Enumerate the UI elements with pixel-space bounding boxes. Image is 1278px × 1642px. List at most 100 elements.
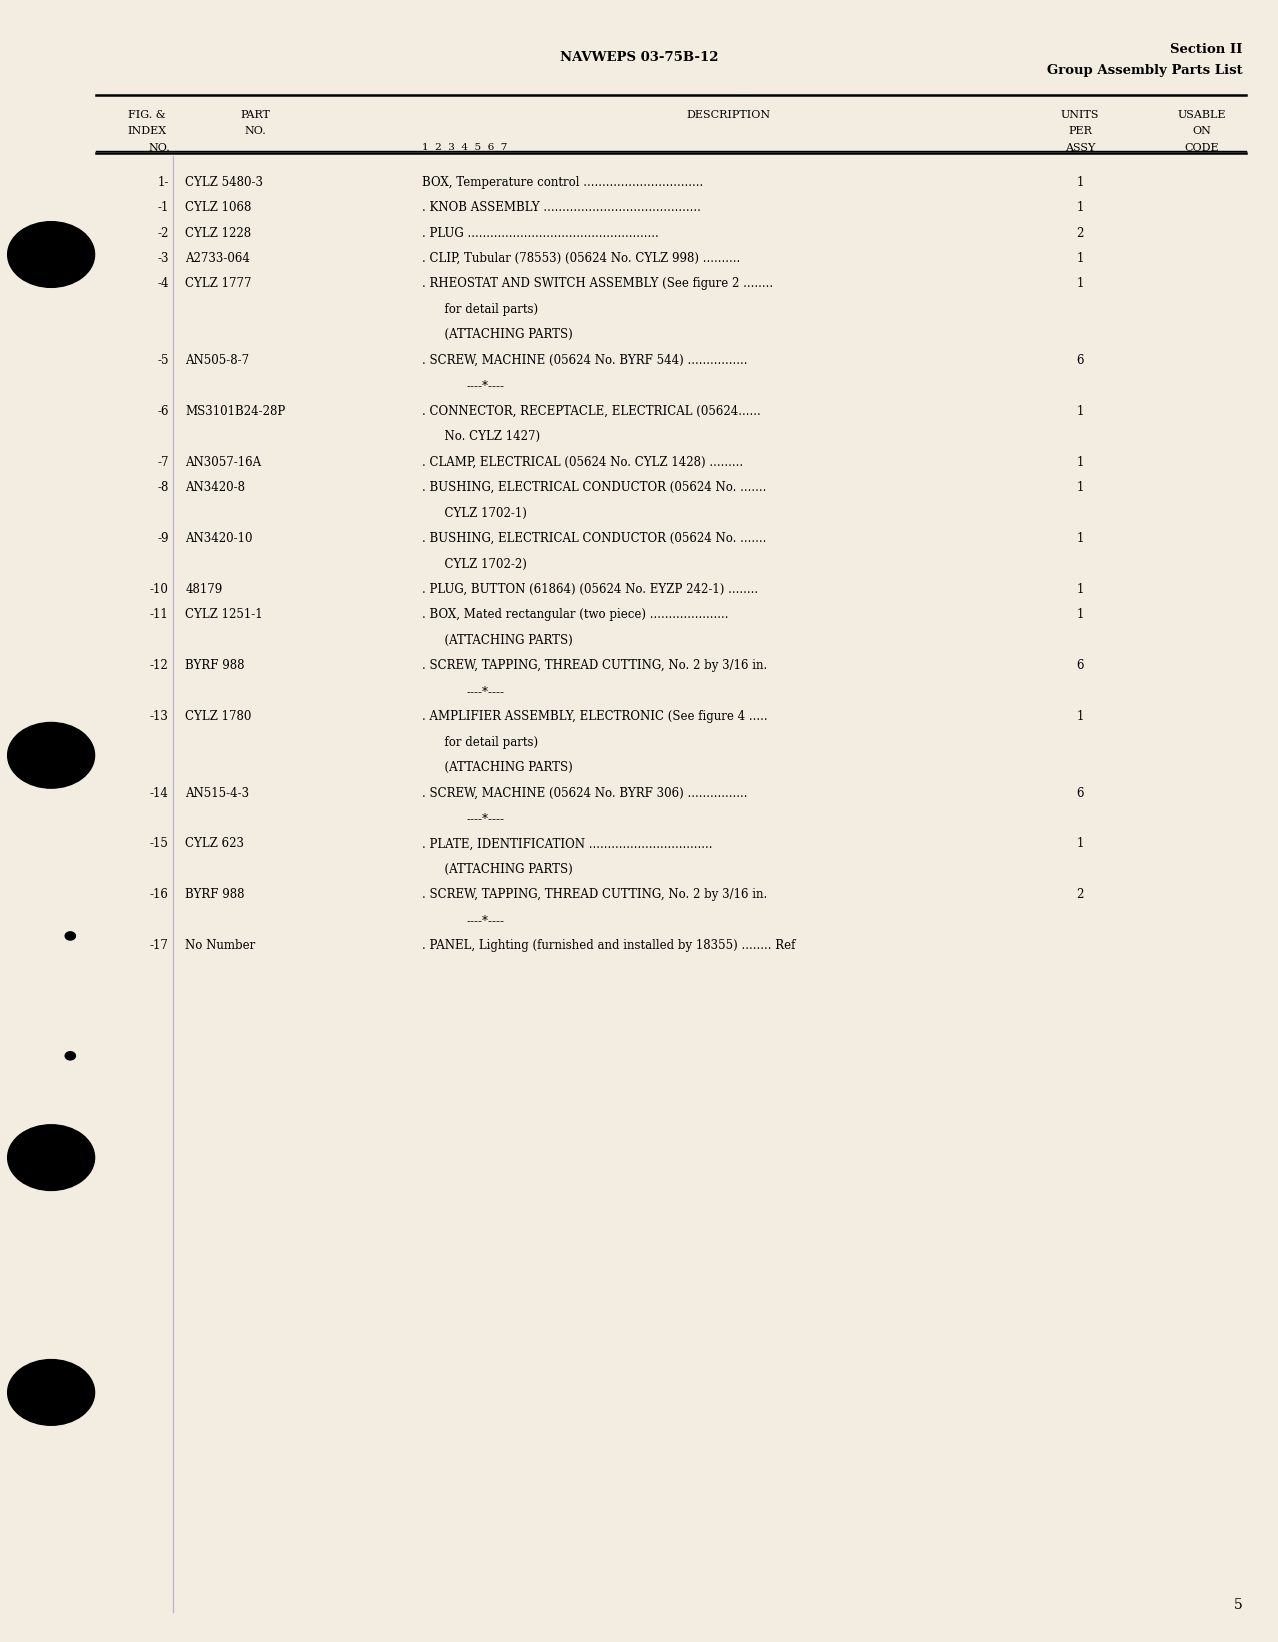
Text: AN515-4-3: AN515-4-3: [185, 787, 249, 800]
Text: A2733-064: A2733-064: [185, 251, 250, 264]
Text: 48179: 48179: [185, 583, 222, 596]
Text: ASSY: ASSY: [1065, 143, 1095, 153]
Text: -11: -11: [150, 608, 169, 621]
Text: 1: 1: [1076, 251, 1084, 264]
Text: 1: 1: [1076, 481, 1084, 494]
Text: 1  2  3  4  5  6  7: 1 2 3 4 5 6 7: [422, 143, 507, 151]
Text: NAVWEPS 03-75B-12: NAVWEPS 03-75B-12: [560, 51, 718, 64]
Text: -2: -2: [157, 227, 169, 240]
Text: 1: 1: [1076, 532, 1084, 545]
Text: 1: 1: [1076, 608, 1084, 621]
Text: . BUSHING, ELECTRICAL CONDUCTOR (05624 No. .......: . BUSHING, ELECTRICAL CONDUCTOR (05624 N…: [422, 532, 766, 545]
Text: . SCREW, TAPPING, THREAD CUTTING, No. 2 by 3/16 in.: . SCREW, TAPPING, THREAD CUTTING, No. 2 …: [422, 888, 767, 901]
Text: FIG. &: FIG. &: [128, 110, 166, 120]
Text: (ATTACHING PARTS): (ATTACHING PARTS): [422, 862, 573, 875]
Text: No Number: No Number: [185, 939, 256, 952]
Text: 2: 2: [1076, 227, 1084, 240]
Text: CYLZ 1251-1: CYLZ 1251-1: [185, 608, 263, 621]
Text: 1: 1: [1076, 277, 1084, 291]
Text: -6: -6: [157, 404, 169, 417]
Text: 1: 1: [1076, 455, 1084, 468]
Text: . SCREW, TAPPING, THREAD CUTTING, No. 2 by 3/16 in.: . SCREW, TAPPING, THREAD CUTTING, No. 2 …: [422, 658, 767, 672]
Text: -17: -17: [150, 939, 169, 952]
Text: . AMPLIFIER ASSEMBLY, ELECTRONIC (See figure 4 .....: . AMPLIFIER ASSEMBLY, ELECTRONIC (See fi…: [422, 709, 767, 722]
Text: CYLZ 1702-1): CYLZ 1702-1): [422, 506, 527, 519]
Ellipse shape: [8, 1360, 95, 1425]
Text: -12: -12: [150, 658, 169, 672]
Text: (ATTACHING PARTS): (ATTACHING PARTS): [422, 634, 573, 647]
Text: CYLZ 5480-3: CYLZ 5480-3: [185, 176, 263, 189]
Text: USABLE: USABLE: [1177, 110, 1226, 120]
Text: 6: 6: [1076, 658, 1084, 672]
Text: . PLUG ...................................................: . PLUG .................................…: [422, 227, 658, 240]
Text: 6: 6: [1076, 787, 1084, 800]
Text: INDEX: INDEX: [128, 126, 166, 136]
Text: UNITS: UNITS: [1061, 110, 1099, 120]
Text: . RHEOSTAT AND SWITCH ASSEMBLY (See figure 2 ........: . RHEOSTAT AND SWITCH ASSEMBLY (See figu…: [422, 277, 773, 291]
Text: . KNOB ASSEMBLY ..........................................: . KNOB ASSEMBLY ........................…: [422, 200, 700, 213]
Ellipse shape: [8, 222, 95, 287]
Text: CYLZ 1702-2): CYLZ 1702-2): [422, 557, 527, 570]
Text: . SCREW, MACHINE (05624 No. BYRF 544) ................: . SCREW, MACHINE (05624 No. BYRF 544) ..…: [422, 353, 748, 366]
Text: ON: ON: [1192, 126, 1210, 136]
Text: . CLIP, Tubular (78553) (05624 No. CYLZ 998) ..........: . CLIP, Tubular (78553) (05624 No. CYLZ …: [422, 251, 740, 264]
Text: CYLZ 1777: CYLZ 1777: [185, 277, 252, 291]
Text: . PANEL, Lighting (furnished and installed by 18355) ........ Ref: . PANEL, Lighting (furnished and install…: [422, 939, 795, 952]
Text: 1: 1: [1076, 837, 1084, 851]
Ellipse shape: [65, 931, 75, 939]
Text: -13: -13: [150, 709, 169, 722]
Text: NO.: NO.: [148, 143, 170, 153]
Text: . PLATE, IDENTIFICATION .................................: . PLATE, IDENTIFICATION ................…: [422, 837, 712, 851]
Text: 1-: 1-: [157, 176, 169, 189]
Text: 1: 1: [1076, 709, 1084, 722]
Text: Section II: Section II: [1169, 43, 1242, 56]
Text: DESCRIPTION: DESCRIPTION: [686, 110, 771, 120]
Text: (ATTACHING PARTS): (ATTACHING PARTS): [422, 328, 573, 342]
Text: . BOX, Mated rectangular (two piece) .....................: . BOX, Mated rectangular (two piece) ...…: [422, 608, 728, 621]
Text: BOX, Temperature control ................................: BOX, Temperature control ...............…: [422, 176, 703, 189]
Text: -5: -5: [157, 353, 169, 366]
Text: for detail parts): for detail parts): [422, 736, 538, 749]
Text: 6: 6: [1076, 353, 1084, 366]
Text: NO.: NO.: [244, 126, 267, 136]
Text: ----*----: ----*----: [466, 811, 505, 824]
Text: -9: -9: [157, 532, 169, 545]
Text: -3: -3: [157, 251, 169, 264]
Text: CYLZ 623: CYLZ 623: [185, 837, 244, 851]
Text: AN505-8-7: AN505-8-7: [185, 353, 249, 366]
Text: for detail parts): for detail parts): [422, 302, 538, 315]
Text: -14: -14: [150, 787, 169, 800]
Text: -1: -1: [157, 200, 169, 213]
Text: ----*----: ----*----: [466, 685, 505, 698]
Text: . BUSHING, ELECTRICAL CONDUCTOR (05624 No. .......: . BUSHING, ELECTRICAL CONDUCTOR (05624 N…: [422, 481, 766, 494]
Text: CYLZ 1228: CYLZ 1228: [185, 227, 252, 240]
Text: CYLZ 1780: CYLZ 1780: [185, 709, 252, 722]
Text: -15: -15: [150, 837, 169, 851]
Text: Group Assembly Parts List: Group Assembly Parts List: [1047, 64, 1242, 77]
Text: 1: 1: [1076, 200, 1084, 213]
Text: ----*----: ----*----: [466, 379, 505, 392]
Ellipse shape: [8, 722, 95, 788]
Text: AN3420-10: AN3420-10: [185, 532, 253, 545]
Text: -8: -8: [157, 481, 169, 494]
Text: -7: -7: [157, 455, 169, 468]
Text: AN3057-16A: AN3057-16A: [185, 455, 262, 468]
Text: -4: -4: [157, 277, 169, 291]
Text: 1: 1: [1076, 176, 1084, 189]
Text: MS3101B24-28P: MS3101B24-28P: [185, 404, 285, 417]
Text: AN3420-8: AN3420-8: [185, 481, 245, 494]
Text: CODE: CODE: [1183, 143, 1219, 153]
Text: -10: -10: [150, 583, 169, 596]
Text: -16: -16: [150, 888, 169, 901]
Text: BYRF 988: BYRF 988: [185, 658, 245, 672]
Text: PER: PER: [1068, 126, 1091, 136]
Text: 2: 2: [1076, 888, 1084, 901]
Text: ----*----: ----*----: [466, 913, 505, 926]
Text: 1: 1: [1076, 404, 1084, 417]
Text: . CONNECTOR, RECEPTACLE, ELECTRICAL (05624......: . CONNECTOR, RECEPTACLE, ELECTRICAL (056…: [422, 404, 760, 417]
Text: 1: 1: [1076, 583, 1084, 596]
Text: . SCREW, MACHINE (05624 No. BYRF 306) ................: . SCREW, MACHINE (05624 No. BYRF 306) ..…: [422, 787, 748, 800]
Ellipse shape: [8, 1125, 95, 1190]
Text: PART: PART: [240, 110, 271, 120]
Text: CYLZ 1068: CYLZ 1068: [185, 200, 252, 213]
